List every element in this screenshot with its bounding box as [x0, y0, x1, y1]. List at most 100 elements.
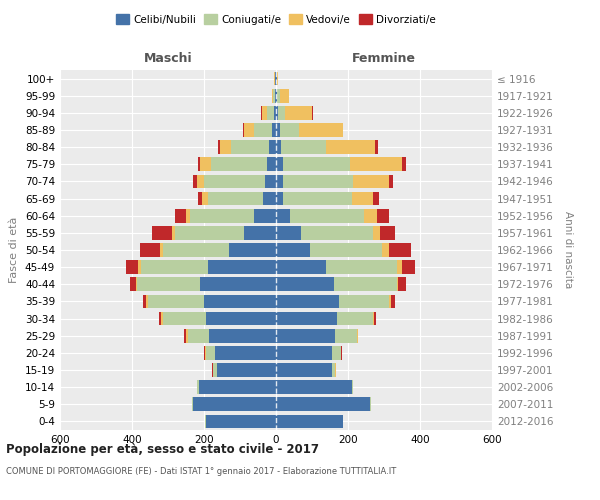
Bar	[352, 380, 353, 394]
Bar	[213, 363, 217, 377]
Y-axis label: Fasce di età: Fasce di età	[10, 217, 19, 283]
Bar	[276, 209, 290, 222]
Bar	[373, 192, 379, 205]
Bar	[364, 209, 377, 222]
Bar	[326, 260, 397, 274]
Legend: Celibi/Nubili, Coniugati/e, Vedovi/e, Divorziati/e: Celibi/Nubili, Coniugati/e, Vedovi/e, Di…	[112, 10, 440, 29]
Bar	[269, 140, 276, 154]
Text: Femmine: Femmine	[352, 52, 416, 65]
Bar	[276, 363, 332, 377]
Bar	[276, 158, 283, 171]
Bar	[175, 209, 186, 222]
Bar	[281, 140, 326, 154]
Bar	[217, 363, 276, 377]
Bar	[276, 243, 310, 257]
Bar	[332, 363, 335, 377]
Bar	[263, 192, 276, 205]
Bar	[140, 243, 160, 257]
Bar	[267, 158, 276, 171]
Bar	[267, 106, 274, 120]
Bar	[276, 260, 326, 274]
Bar	[337, 312, 373, 326]
Bar	[143, 294, 146, 308]
Bar	[301, 226, 373, 239]
Bar	[218, 140, 220, 154]
Bar	[277, 72, 278, 86]
Bar	[136, 278, 137, 291]
Bar	[375, 140, 378, 154]
Bar	[334, 278, 397, 291]
Bar	[146, 294, 148, 308]
Bar	[243, 123, 244, 137]
Bar	[254, 123, 272, 137]
Bar	[186, 329, 188, 342]
Bar	[276, 140, 281, 154]
Bar	[272, 89, 274, 102]
Bar	[163, 243, 229, 257]
Bar	[152, 226, 172, 239]
Bar	[193, 398, 276, 411]
Bar	[205, 346, 206, 360]
Bar	[299, 123, 343, 137]
Bar	[276, 278, 334, 291]
Bar	[138, 260, 141, 274]
Bar	[310, 243, 382, 257]
Bar	[244, 226, 276, 239]
Bar	[276, 226, 301, 239]
Bar	[276, 192, 283, 205]
Bar	[197, 174, 204, 188]
Bar	[276, 72, 277, 86]
Bar	[280, 89, 289, 102]
Bar	[186, 209, 190, 222]
Bar	[397, 278, 398, 291]
Text: Maschi: Maschi	[143, 52, 193, 65]
Bar	[231, 140, 269, 154]
Bar	[172, 226, 175, 239]
Bar	[283, 158, 350, 171]
Bar	[275, 72, 276, 86]
Bar	[278, 106, 285, 120]
Bar	[193, 174, 197, 188]
Bar	[283, 174, 353, 188]
Bar	[198, 192, 202, 205]
Bar	[402, 158, 406, 171]
Bar	[197, 380, 199, 394]
Bar	[175, 226, 244, 239]
Bar	[200, 278, 276, 291]
Bar	[285, 106, 312, 120]
Bar	[276, 89, 277, 102]
Bar	[205, 414, 206, 428]
Bar	[160, 243, 163, 257]
Y-axis label: Anni di nascita: Anni di nascita	[563, 212, 573, 288]
Bar	[280, 123, 299, 137]
Text: COMUNE DI PORTOMAGGIORE (FE) - Dati ISTAT 1° gennaio 2017 - Elaborazione TUTTITA: COMUNE DI PORTOMAGGIORE (FE) - Dati ISTA…	[6, 468, 396, 476]
Bar	[402, 260, 415, 274]
Bar	[148, 294, 204, 308]
Bar	[220, 140, 231, 154]
Bar	[208, 192, 263, 205]
Bar	[374, 312, 376, 326]
Bar	[261, 106, 262, 120]
Bar	[274, 89, 275, 102]
Bar	[276, 414, 343, 428]
Bar	[141, 260, 208, 274]
Bar	[206, 312, 276, 326]
Bar	[274, 106, 276, 120]
Bar	[276, 380, 352, 394]
Bar	[275, 89, 276, 102]
Bar	[339, 294, 389, 308]
Bar	[190, 209, 254, 222]
Bar	[290, 209, 364, 222]
Bar	[276, 329, 335, 342]
Bar	[184, 329, 186, 342]
Bar	[283, 192, 352, 205]
Bar	[350, 158, 402, 171]
Bar	[254, 209, 276, 222]
Bar	[244, 123, 254, 137]
Bar	[312, 106, 313, 120]
Bar	[125, 260, 138, 274]
Bar	[389, 174, 393, 188]
Bar	[137, 278, 200, 291]
Bar	[332, 346, 341, 360]
Text: Popolazione per età, sesso e stato civile - 2017: Popolazione per età, sesso e stato civil…	[6, 442, 319, 456]
